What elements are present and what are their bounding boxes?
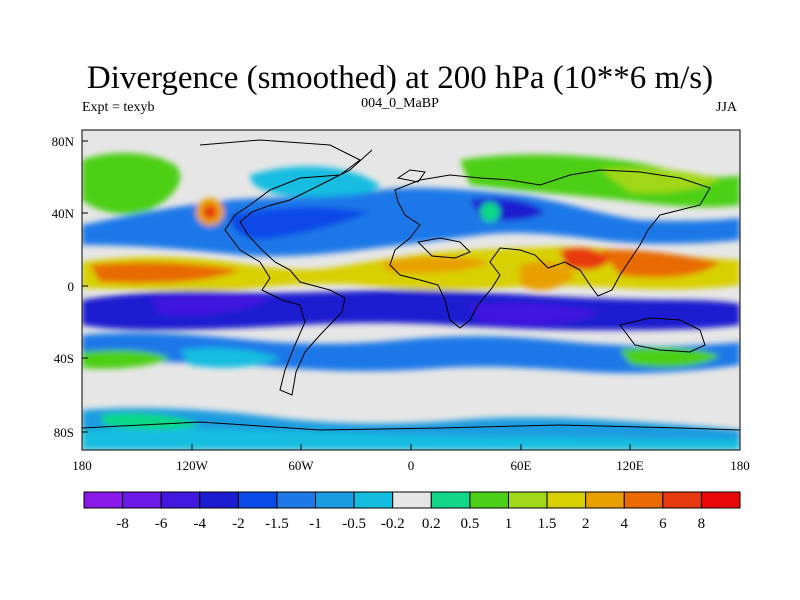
y-tick-0: 0 <box>68 279 75 294</box>
colorbar-swatch <box>700 491 741 509</box>
x-tick-60e: 60E <box>511 458 532 473</box>
colorbar-label: 8 <box>698 516 706 532</box>
y-tick-80n: 80N <box>52 134 75 149</box>
colorbar-swatch <box>662 491 702 509</box>
coastlines <box>82 139 740 431</box>
colorbar-swatch <box>353 491 394 509</box>
colorbar-swatch <box>507 491 548 509</box>
colorbar-label: 0.2 <box>422 516 441 532</box>
colorbar-swatch <box>585 491 625 509</box>
colorbar-label: -4 <box>194 516 207 532</box>
colorbar-label: -8 <box>116 516 129 532</box>
colorbar-label: -0.5 <box>342 516 366 532</box>
colorbar-label: 0.5 <box>461 516 480 532</box>
y-tick-40s: 40S <box>54 351 74 366</box>
colorbar-label: 2 <box>582 516 590 532</box>
colorbar-label: 1.5 <box>538 516 557 532</box>
x-tick-120e: 120E <box>616 458 644 473</box>
axis-ticks <box>81 140 741 450</box>
y-tick-80s: 80S <box>54 425 74 440</box>
colorbar-swatch <box>392 491 432 509</box>
plot-title: Divergence (smoothed) at 200 hPa (10**6 … <box>86 60 714 96</box>
colorbar-label: -1.5 <box>265 516 289 532</box>
experiment-label: Expt = texyb <box>82 100 155 115</box>
colorbar-swatch <box>430 491 471 509</box>
colorbar-swatch <box>122 491 162 509</box>
x-tick-0: 0 <box>408 458 415 473</box>
colorbar-label: -6 <box>155 516 168 532</box>
colorbar-swatch <box>276 491 317 509</box>
season-label: JJA <box>716 100 738 115</box>
colorbar-swatch <box>469 491 509 509</box>
x-tick-120w: 120W <box>176 458 209 473</box>
colorbar-swatch <box>546 491 587 509</box>
colorbar-label: 6 <box>659 516 667 532</box>
y-tick-40n: 40N <box>52 206 75 221</box>
colorbar-swatch <box>623 491 664 509</box>
x-tick-180e: 180 <box>730 458 750 473</box>
colorbar-swatch <box>83 491 124 509</box>
colorbar: -8 -6 -4 -2 -1.5 -1 -0.5 -0.2 0.2 0.5 1 1.5 2 4 6 8 <box>83 491 741 532</box>
colorbar-label: -2 <box>232 516 245 532</box>
divergence-field <box>82 130 740 450</box>
colorbar-swatch <box>315 491 355 509</box>
colorbar-label: 4 <box>620 516 628 532</box>
colorbar-label: 1 <box>505 516 513 532</box>
colorbar-swatch <box>237 491 278 509</box>
run-label: 004_0_MaBP <box>361 96 439 111</box>
x-tick-60w: 60W <box>288 458 314 473</box>
colorbar-label: -0.2 <box>381 516 405 532</box>
colorbar-swatch <box>199 491 239 509</box>
colorbar-swatch <box>160 491 201 509</box>
colorbar-label: -1 <box>309 516 322 532</box>
x-tick-180w: 180 <box>72 458 92 473</box>
